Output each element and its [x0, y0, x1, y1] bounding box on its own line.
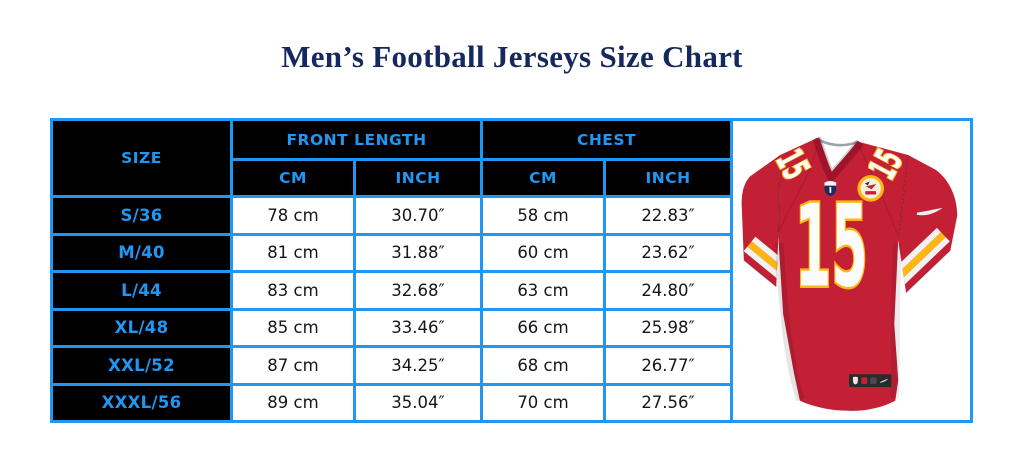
- front-inch-value: 34.25″: [352, 345, 484, 386]
- table-row: S/36 78 cm 30.70″ 58 cm 22.83″: [50, 195, 734, 236]
- size-label: L/44: [50, 270, 233, 311]
- chest-cm-value: 60 cm: [480, 232, 607, 273]
- nfl-shield-mini-icon: [852, 376, 858, 385]
- jersey-body: [774, 138, 909, 411]
- chest-cm-value: 58 cm: [480, 195, 607, 236]
- jersey-number-chest: 15: [794, 181, 867, 313]
- front-cm-value: 83 cm: [230, 270, 356, 311]
- table-row: XXL/52 87 cm 34.25″ 68 cm 26.77″: [50, 345, 734, 386]
- front-inch-value: 32.68″: [352, 270, 484, 311]
- chest-inch-value: 22.83″: [603, 195, 734, 236]
- jersey-image-panel: 15 15 15: [733, 118, 973, 423]
- front-inch-value: 30.70″: [352, 195, 484, 236]
- chest-cm-value: 70 cm: [480, 382, 607, 423]
- chest-cm-value: 63 cm: [480, 270, 607, 311]
- front-cm-value: 87 cm: [230, 345, 356, 386]
- header-front-inch: INCH: [352, 158, 484, 198]
- size-table: SIZE FRONT LENGTH CHEST CM INCH CM INCH …: [50, 118, 734, 423]
- inner-collar-strip: [818, 139, 857, 147]
- size-label: M/40: [50, 232, 233, 273]
- front-cm-value: 85 cm: [230, 307, 356, 348]
- size-label: XXL/52: [50, 345, 233, 386]
- header-row-units: CM INCH CM INCH: [52, 158, 734, 198]
- front-cm-value: 78 cm: [230, 195, 356, 236]
- size-label: XXXL/56: [50, 382, 233, 423]
- jersey-collar: [811, 136, 864, 185]
- jersey-photo: 15 15 15: [741, 136, 957, 411]
- team-patch-icon: [856, 175, 884, 202]
- chest-inch-value: 23.62″: [603, 232, 734, 273]
- header-chest-inch: INCH: [603, 158, 734, 198]
- front-cm-value: 81 cm: [230, 232, 356, 273]
- table-row: XXXL/56 89 cm 35.04″ 70 cm 27.56″: [50, 382, 734, 423]
- chest-inch-value: 24.80″: [603, 270, 734, 311]
- table-row: M/40 81 cm 31.88″ 60 cm 23.62″: [50, 232, 734, 273]
- chest-cm-value: 68 cm: [480, 345, 607, 386]
- front-cm-value: 89 cm: [230, 382, 356, 423]
- size-label: XL/48: [50, 307, 233, 348]
- header-chest: CHEST: [480, 118, 734, 161]
- front-inch-value: 31.88″: [352, 232, 484, 273]
- size-label: S/36: [50, 195, 233, 236]
- nike-swoosh-icon: [916, 207, 943, 216]
- nfl-shield-icon: [823, 181, 836, 197]
- jersey-right-sleeve: [897, 154, 957, 294]
- chest-inch-value: 25.98″: [603, 307, 734, 348]
- table-row: L/44 83 cm 32.68″ 63 cm 24.80″: [50, 270, 734, 311]
- header-front-length: FRONT LENGTH: [229, 118, 484, 161]
- jock-tag: [848, 374, 891, 388]
- page-title: Men’s Football Jerseys Size Chart: [281, 39, 743, 74]
- jersey-left-sleeve: [741, 154, 780, 288]
- chest-inch-value: 27.56″: [603, 382, 734, 423]
- header-front-cm: CM: [230, 158, 356, 198]
- chest-inch-value: 26.77″: [603, 345, 734, 386]
- chest-cm-value: 66 cm: [480, 307, 607, 348]
- header-chest-cm: CM: [480, 158, 607, 198]
- size-chart-container: SIZE FRONT LENGTH CHEST CM INCH CM INCH …: [50, 118, 973, 423]
- front-inch-value: 33.46″: [352, 307, 484, 348]
- nike-swoosh-mini-icon: [879, 378, 888, 383]
- header-size: SIZE: [50, 118, 233, 198]
- front-inch-value: 35.04″: [352, 382, 484, 423]
- header-row-groups: SIZE FRONT LENGTH CHEST: [50, 118, 734, 198]
- table-row: XL/48 85 cm 33.46″ 66 cm 25.98″: [50, 307, 734, 348]
